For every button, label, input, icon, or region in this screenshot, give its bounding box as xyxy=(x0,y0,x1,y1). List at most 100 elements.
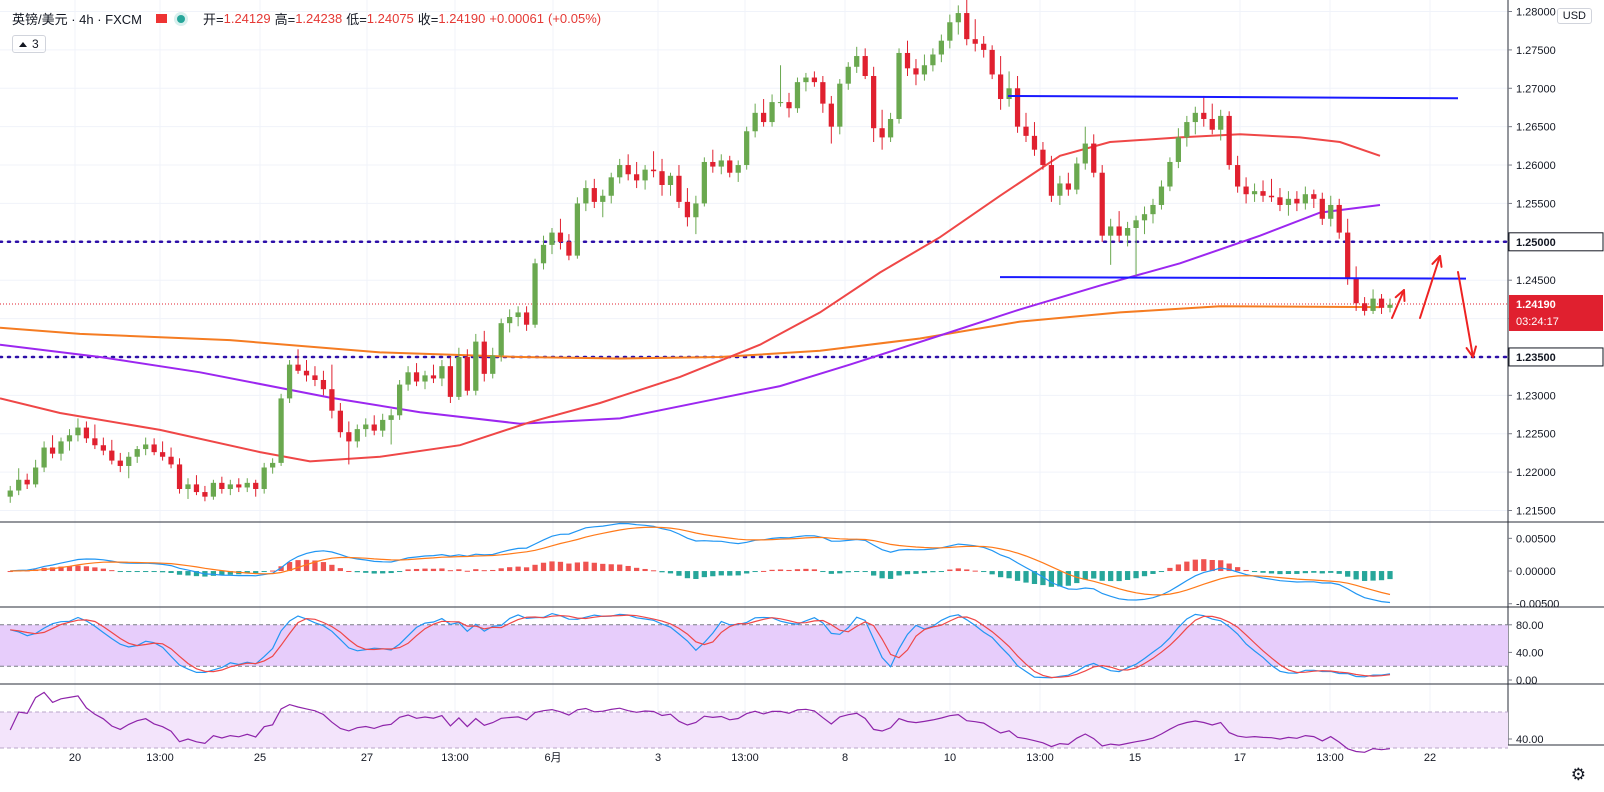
macd-bar xyxy=(430,568,437,572)
candle-body xyxy=(261,467,267,489)
macd-bar xyxy=(219,571,225,576)
currency-badge[interactable]: USD xyxy=(1556,8,1592,24)
candle-body xyxy=(1065,183,1071,190)
macd-bar xyxy=(769,569,775,572)
candle-body xyxy=(591,188,597,202)
macd-bar xyxy=(710,571,716,577)
candle-body xyxy=(1311,194,1317,199)
macd-bar xyxy=(439,568,445,572)
macd-bar xyxy=(727,571,733,576)
candle-body xyxy=(1319,198,1325,219)
arrow-shaft xyxy=(1457,271,1474,358)
open-label: 开= xyxy=(203,12,224,27)
macd-bar xyxy=(913,571,919,574)
macd-bar xyxy=(1370,571,1376,581)
price-tick-label: 1.28000 xyxy=(1516,7,1556,19)
macd-bar xyxy=(473,569,479,572)
candle-body xyxy=(997,74,1004,100)
candle-body xyxy=(727,160,733,173)
macd-bar xyxy=(600,563,606,572)
macd-bar xyxy=(405,569,411,572)
macd-bar xyxy=(684,571,691,579)
candle-body xyxy=(41,447,47,468)
candle-body xyxy=(388,415,394,420)
candle-body xyxy=(566,241,572,256)
candle-body xyxy=(1302,194,1308,204)
macd-bar xyxy=(1328,571,1334,573)
macd-bar xyxy=(1387,571,1393,580)
symbol-title[interactable]: 英镑/美元 · 4h · FXCM xyxy=(12,12,143,27)
indicator-toggle-button[interactable]: 3 xyxy=(12,35,46,53)
candle-body xyxy=(380,419,386,431)
macd-bar xyxy=(227,571,233,575)
macd-bar xyxy=(583,561,589,572)
macd-bar xyxy=(574,562,581,572)
candle-body xyxy=(244,482,250,488)
x-axis-label: 25 xyxy=(254,752,266,764)
candle-body xyxy=(515,312,521,318)
candle-body xyxy=(168,456,174,465)
stoch-tick-label: 40.00 xyxy=(1516,647,1544,659)
candle-body xyxy=(964,13,970,40)
macd-bar xyxy=(92,567,98,572)
candle-body xyxy=(1285,198,1292,205)
candle-body xyxy=(786,102,792,109)
candle-body xyxy=(236,484,242,488)
candle-body xyxy=(1201,112,1207,119)
candle-body xyxy=(1124,227,1131,236)
candle-body xyxy=(930,54,936,66)
macd-tick-label: 0.00500 xyxy=(1516,533,1556,545)
macd-bar xyxy=(1048,571,1055,587)
candle-body xyxy=(1158,186,1165,205)
ma-orange-line xyxy=(0,305,1381,360)
macd-bar xyxy=(1336,571,1342,574)
candle-body xyxy=(430,375,437,379)
macd-bar xyxy=(862,571,868,573)
candle-body xyxy=(532,263,538,325)
candle-body xyxy=(540,244,547,264)
x-axis-label: 22 xyxy=(1424,752,1436,764)
macd-bar xyxy=(1133,571,1139,579)
macd-bar xyxy=(83,566,90,572)
macd-bar xyxy=(896,571,902,576)
macd-bar xyxy=(1361,571,1368,581)
macd-bar xyxy=(650,570,657,572)
macd-bar xyxy=(1040,571,1046,586)
macd-bar xyxy=(498,568,504,572)
level-label: 1.23500 xyxy=(1516,352,1556,364)
candle-body xyxy=(16,479,22,491)
rsi-tick-label: 40.00 xyxy=(1516,734,1544,746)
candle-body xyxy=(1167,161,1173,187)
macd-bar xyxy=(1108,571,1114,582)
candle-body xyxy=(456,356,462,397)
macd-bar xyxy=(887,571,894,579)
candle-body xyxy=(151,444,157,453)
change-percent: (+0.05%) xyxy=(547,11,602,26)
macd-bar xyxy=(363,571,369,573)
macd-bar xyxy=(837,571,843,574)
candle-body xyxy=(634,174,640,181)
macd-bar xyxy=(337,568,343,572)
macd-bar xyxy=(253,571,259,574)
open-value: 1.24129 xyxy=(223,11,271,26)
macd-bar xyxy=(1319,571,1325,574)
candle-body xyxy=(1387,304,1393,308)
level-label-box xyxy=(1508,347,1604,367)
price-tick-label: 1.21500 xyxy=(1516,505,1556,517)
macd-bar xyxy=(1158,571,1165,573)
candle-body xyxy=(176,464,183,489)
candle-body xyxy=(549,232,555,245)
candle-body xyxy=(794,82,801,109)
candle-body xyxy=(1294,198,1300,204)
candle-body xyxy=(413,372,420,382)
macd-bar xyxy=(955,568,961,572)
low-value: 1.24075 xyxy=(366,11,414,26)
candle-body xyxy=(921,65,928,75)
macd-bar xyxy=(270,570,276,572)
gear-icon[interactable]: ⚙ xyxy=(1570,765,1586,784)
candle-body xyxy=(447,366,454,397)
candle-body xyxy=(109,450,115,461)
stoch-tick-label: 0.00 xyxy=(1516,675,1537,687)
candle-body xyxy=(1226,115,1232,166)
